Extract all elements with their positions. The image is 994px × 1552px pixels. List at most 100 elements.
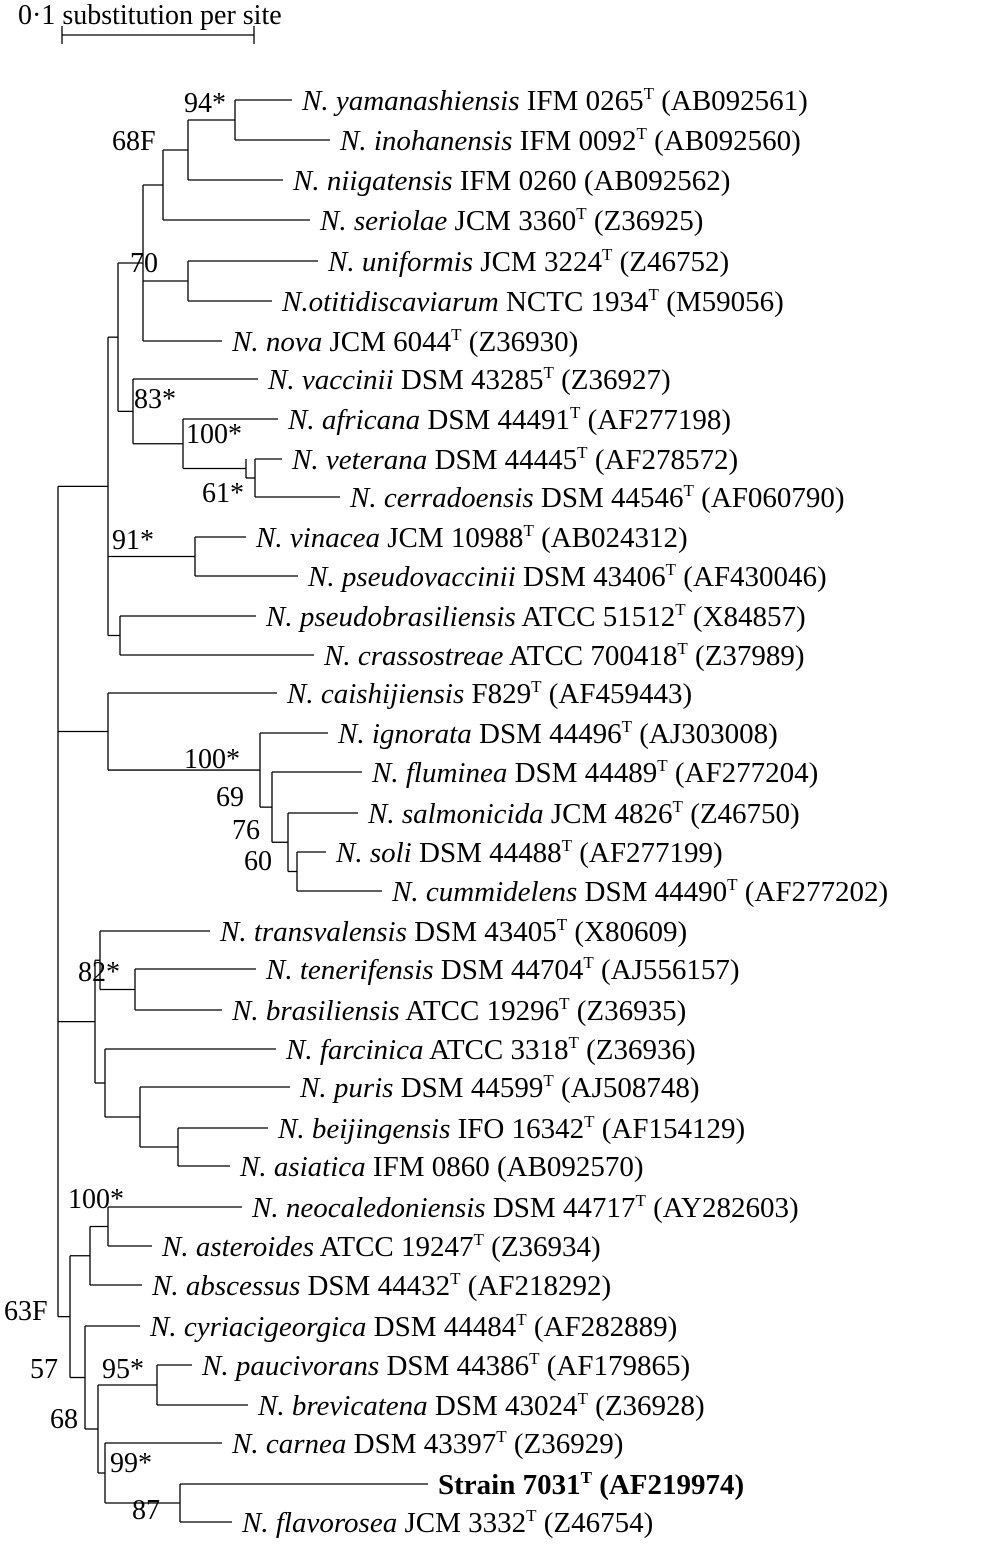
taxon-accession: (AF060790) [694,482,845,514]
type-strain-superscript: T [523,521,534,540]
bootstrap-paucivorans-brevicatena: 95* [102,1354,144,1385]
taxon-paucivorans: N. paucivorans DSM 44386T (AF179865) [201,1349,690,1382]
taxon-accession: (Z36935) [570,995,687,1027]
type-strain-superscript: T [584,1112,595,1131]
taxon-accession: (AF282889) [527,1311,678,1343]
taxon-species-name: N. seriolae [319,205,447,237]
bootstrap-salmonicida-group: 76 [232,815,260,846]
taxon-neocaledoniensis: N. neocaledoniensis DSM 44717T (AY282603… [251,1191,799,1224]
taxon-cummidelens: N. cummidelens DSM 44490T (AF277202) [391,875,888,908]
bootstrap-paucivorans-carnea-group: 68 [50,1404,78,1435]
type-strain-superscript: T [451,325,462,344]
taxon-accession: (AF277204) [668,757,819,789]
taxon-strain: DSM 44491 [420,404,570,436]
taxon-accession: (AF277199) [572,837,723,869]
type-strain-superscript: T [666,560,677,579]
type-strain-superscript: T [531,677,542,696]
taxon-strain: ATCC 19247 [314,1231,474,1263]
taxon-brasiliensis: N. brasiliensis ATCC 19296T (Z36935) [231,994,686,1027]
type-strain-superscript: T [562,836,573,855]
bootstrap-tenerifensis-brasiliensis: 82* [78,957,120,988]
taxon-uniformis: N. uniformis JCM 3224T (Z46752) [327,245,729,278]
taxon-accession: (Z36925) [587,205,704,237]
taxon-species-name: N. tenerifensis [265,954,434,986]
taxon-accession: (Z36934) [484,1231,601,1263]
taxon-species-name: N. nova [231,326,322,358]
taxon-accession: (Z36928) [588,1390,705,1422]
taxon-strain: Strain 7031 [438,1469,581,1501]
type-strain-superscript: T [583,953,594,972]
taxon-pseudovaccinii: N. pseudovaccinii DSM 43406T (AF430046) [307,560,827,593]
taxon-strain: DSM 44496 [472,718,622,750]
taxon-strain: NCTC 1934 [499,286,649,318]
taxon-species-name: N. paucivorans [201,1350,379,1382]
taxon-accession: (Z36936) [579,1034,696,1066]
taxon-strain: IFM 0860 (AB092570) [366,1151,644,1183]
taxon-crassostreae: N. crassostreae ATCC 700418T (Z37989) [323,639,805,672]
bootstrap-carnea-group: 99* [110,1448,152,1479]
taxon-accession: (AF277202) [738,876,889,908]
taxon-strain: DSM 44484 [366,1311,516,1343]
taxon-accession: (AJ556157) [594,954,740,986]
type-strain-superscript: T [474,1230,485,1249]
taxon-accession: (AY282603) [646,1192,799,1224]
taxon-vaccinii: N. vaccinii DSM 43285T (Z36927) [267,363,671,396]
taxon-accession: (Z46754) [537,1507,654,1539]
taxon-farcinica: N. farcinica ATCC 3318T (Z36936) [285,1033,696,1066]
taxon-accession: (Z46750) [683,798,800,830]
taxon-asiatica: N. asiatica IFM 0860 (AB092570) [239,1151,644,1183]
type-strain-superscript: T [636,124,647,143]
taxon-species-name: N. abscessus [151,1270,300,1302]
taxon-species-name: N. ignorata [337,718,472,750]
taxon-fluminea: N. fluminea DSM 44489T (AF277204) [371,756,818,789]
bootstrap-neocaledoniensis-asteroides: 100* [68,1184,124,1215]
taxon-strain: DSM 44599 [393,1072,543,1104]
taxon-accession: (AF430046) [676,561,827,593]
taxon-accession: (AF219974) [592,1469,744,1501]
taxon-strain7031: Strain 7031T (AF219974) [438,1468,744,1501]
taxon-caishijiensis: N. caishijiensis F829T (AF459443) [286,677,692,710]
type-strain-superscript: T [578,1389,589,1408]
type-strain-superscript: T [516,1310,527,1329]
type-strain-superscript: T [675,600,686,619]
taxon-veterana: N. veterana DSM 44445T (AF278572) [291,443,738,476]
taxon-inohanensis: N. inohanensis IFM 0092T (AB092560) [339,124,801,157]
taxon-species-name: N. carnea [231,1428,346,1460]
taxon-abscessus: N. abscessus DSM 44432T (AF218292) [151,1269,611,1302]
bootstrap-vaccinii-group: 83* [134,384,176,415]
type-strain-superscript: T [649,285,660,304]
taxon-labels: N. yamanashiensis IFM 0265T (AB092561)N.… [149,84,888,1539]
taxon-accession: (AF278572) [588,444,739,476]
taxon-species-name: N. caishijiensis [286,678,464,710]
type-strain-superscript: T [526,1506,537,1525]
taxon-accession: (AF277198) [580,404,731,436]
taxon-species-name: N. africana [287,404,420,436]
taxon-strain: JCM 4826 [544,798,673,830]
taxon-accession: (AB092561) [654,85,808,117]
type-strain-superscript: T [450,1269,461,1288]
type-strain-superscript: T [570,403,581,422]
type-strain-superscript: T [602,245,613,264]
taxon-strain: DSM 44490 [577,876,727,908]
taxon-puris: N. puris DSM 44599T (AJ508748) [299,1071,700,1104]
taxon-accession: (AF218292) [460,1270,611,1302]
taxon-accession: (Z37989) [688,640,805,672]
taxon-species-name: N. uniformis [327,246,473,278]
taxon-strain: F829 [464,678,531,710]
taxon-strain: DSM 44704 [434,954,584,986]
taxon-species-name: N. cyriacigeorgica [149,1311,366,1343]
type-strain-superscript: T [635,1191,646,1210]
taxon-accession: (X84857) [686,601,806,633]
taxon-species-name: N. neocaledoniensis [251,1192,486,1224]
taxon-species-name: N. salmonicida [367,798,544,830]
type-strain-superscript: T [557,915,568,934]
taxon-strain: DSM 44386 [379,1350,529,1382]
taxon-pseudobrasiliensis: N. pseudobrasiliensis ATCC 51512T (X8485… [265,600,806,633]
bootstrap-outer-root: 63F [4,1296,48,1327]
taxon-strain: DSM 44717 [486,1192,636,1224]
taxon-seriolae: N. seriolae JCM 3360T (Z36925) [319,204,703,237]
taxon-strain: ATCC 700418 [503,640,677,672]
taxon-species-name: N. fluminea [371,757,507,789]
taxon-species-name: N. inohanensis [339,125,512,157]
taxon-vinacea: N. vinacea JCM 10988T (AB024312) [255,521,688,554]
